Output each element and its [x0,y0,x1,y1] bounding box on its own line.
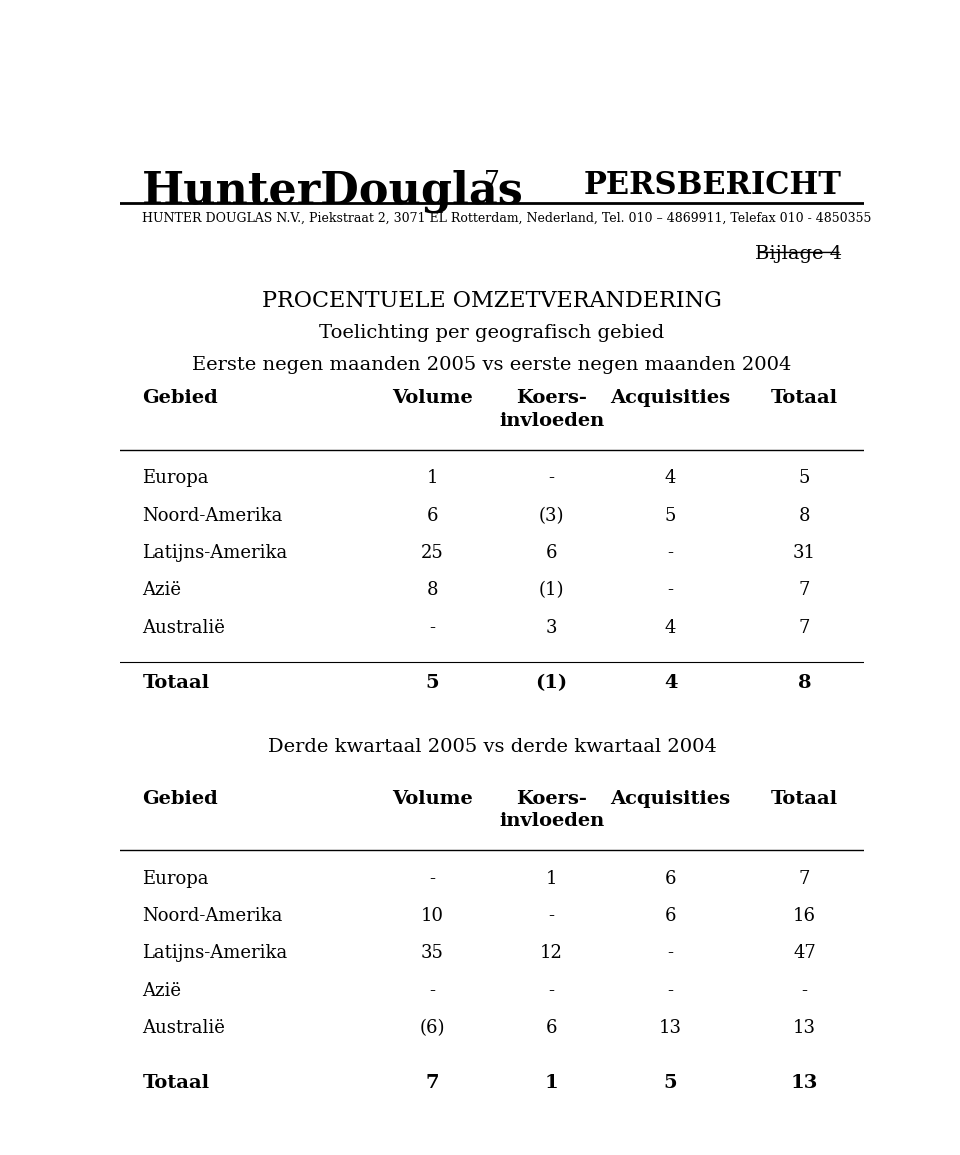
Text: Gebied: Gebied [142,790,218,807]
Text: Australië: Australië [142,1019,226,1037]
Text: Australië: Australië [142,619,226,636]
Text: Azië: Azië [142,982,181,1000]
Text: Latijns-Amerika: Latijns-Amerika [142,544,288,562]
Text: 1: 1 [546,870,557,888]
Text: 8: 8 [798,675,811,692]
Text: Koers-
invloeden: Koers- invloeden [499,389,604,430]
Text: 13: 13 [793,1019,816,1037]
Text: Volume: Volume [392,790,473,807]
Text: 6: 6 [546,1019,557,1037]
Text: (1): (1) [536,675,567,692]
Text: 10: 10 [421,907,444,925]
Text: 6: 6 [427,507,438,524]
Text: 6: 6 [665,870,676,888]
Text: Noord-Amerika: Noord-Amerika [142,507,282,524]
Text: 7: 7 [799,619,810,636]
Text: 25: 25 [421,544,444,562]
Text: -: - [429,870,436,888]
Text: (3): (3) [539,507,564,524]
Text: PERSBERICHT: PERSBERICHT [584,170,842,201]
Text: Totaal: Totaal [771,389,838,408]
Text: 7: 7 [425,1074,440,1093]
Text: -: - [429,619,436,636]
Text: Bijlage 4: Bijlage 4 [755,245,842,263]
Text: 7: 7 [484,170,500,193]
Text: 13: 13 [791,1074,818,1093]
Text: Eerste negen maanden 2005 vs eerste negen maanden 2004: Eerste negen maanden 2005 vs eerste nege… [192,357,792,374]
Text: 5: 5 [425,675,440,692]
Text: 7: 7 [799,870,810,888]
Text: Noord-Amerika: Noord-Amerika [142,907,282,925]
Text: 8: 8 [799,507,810,524]
Text: -: - [667,982,674,1000]
Text: Totaal: Totaal [142,675,209,692]
Text: 4: 4 [663,675,678,692]
Text: Totaal: Totaal [142,1074,209,1093]
Text: HUNTER DOUGLAS N.V., Piekstraat 2, 3071 EL Rotterdam, Nederland, Tel. 010 – 4869: HUNTER DOUGLAS N.V., Piekstraat 2, 3071 … [142,211,872,224]
Text: 4: 4 [665,469,676,487]
Text: Acquisities: Acquisities [611,790,731,807]
Text: HunterDouglas: HunterDouglas [142,170,524,214]
Text: Toelichting per geografisch gebied: Toelichting per geografisch gebied [320,323,664,342]
Text: 5: 5 [665,507,676,524]
Text: Azië: Azië [142,581,181,599]
Text: Europa: Europa [142,469,209,487]
Text: 16: 16 [793,907,816,925]
Text: Acquisities: Acquisities [611,389,731,408]
Text: 8: 8 [427,581,438,599]
Text: -: - [667,581,674,599]
Text: Gebied: Gebied [142,389,218,408]
Text: Latijns-Amerika: Latijns-Amerika [142,945,288,962]
Text: 5: 5 [799,469,810,487]
Text: Europa: Europa [142,870,209,888]
Text: PROCENTUELE OMZETVERANDERING: PROCENTUELE OMZETVERANDERING [262,290,722,312]
Text: 35: 35 [421,945,444,962]
Text: -: - [667,544,674,562]
Text: 1: 1 [544,1074,559,1093]
Text: 3: 3 [546,619,557,636]
Text: Volume: Volume [392,389,473,408]
Text: -: - [429,982,436,1000]
Text: 4: 4 [665,619,676,636]
Text: 6: 6 [665,907,676,925]
Text: 5: 5 [663,1074,678,1093]
Text: 1: 1 [427,469,438,487]
Text: Koers-
invloeden: Koers- invloeden [499,790,604,829]
Text: 12: 12 [540,945,563,962]
Text: (1): (1) [539,581,564,599]
Text: 47: 47 [793,945,816,962]
Text: -: - [667,945,674,962]
Text: Totaal: Totaal [771,790,838,807]
Text: -: - [548,982,555,1000]
Text: 7: 7 [799,581,810,599]
Text: 13: 13 [660,1019,682,1037]
Text: 31: 31 [793,544,816,562]
Text: 6: 6 [546,544,557,562]
Text: -: - [802,982,807,1000]
Text: -: - [548,469,555,487]
Text: (6): (6) [420,1019,445,1037]
Text: Derde kwartaal 2005 vs derde kwartaal 2004: Derde kwartaal 2005 vs derde kwartaal 20… [268,738,716,757]
Text: -: - [548,907,555,925]
